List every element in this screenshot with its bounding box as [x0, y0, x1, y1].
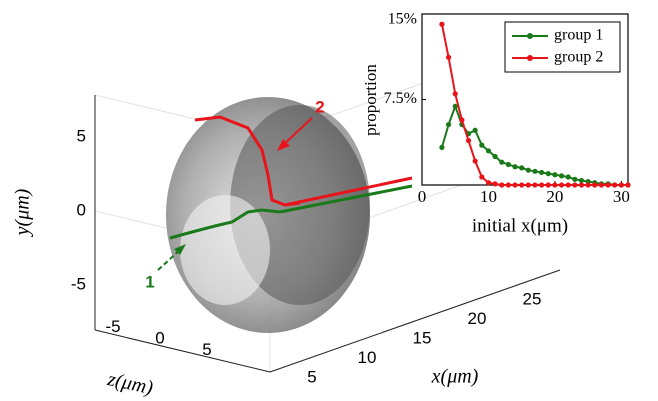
- point: [565, 182, 571, 188]
- legend-marker: [527, 55, 533, 61]
- point: [519, 165, 525, 171]
- point: [499, 159, 505, 165]
- point: [532, 182, 538, 188]
- y-axis-label: proportion: [361, 64, 380, 136]
- point: [578, 177, 585, 184]
- point: [525, 182, 531, 188]
- point: [558, 173, 565, 179]
- point: [625, 182, 631, 188]
- z-tick-label: 5: [202, 340, 211, 359]
- point: [545, 171, 551, 177]
- point: [572, 176, 578, 182]
- point: [492, 153, 498, 160]
- cell-surface: [166, 97, 370, 333]
- x-tick-label: 20: [546, 187, 563, 206]
- point: [532, 168, 538, 174]
- point: [558, 182, 565, 188]
- arrow-2-head: [277, 139, 290, 151]
- trajectory-1: [169, 208, 281, 240]
- x-axis-label: x(μm): [431, 366, 479, 388]
- point: [598, 182, 605, 188]
- x-tick-label: 30: [613, 187, 630, 206]
- point: [545, 182, 551, 188]
- point: [479, 174, 485, 180]
- y-tick-label: 5: [77, 126, 86, 145]
- x-tick-label: 5: [307, 367, 316, 386]
- point: [472, 127, 478, 133]
- point: [618, 182, 624, 188]
- point: [512, 182, 518, 188]
- x-tick-label: 25: [523, 289, 542, 308]
- point: [505, 161, 511, 168]
- x-tick-label: 0: [418, 187, 427, 206]
- y-axis-label: y(μm): [12, 188, 34, 237]
- point: [459, 117, 465, 123]
- legend-box: [504, 21, 621, 73]
- y-tick-label: 0: [77, 200, 86, 219]
- point: [519, 182, 525, 188]
- point: [612, 182, 618, 188]
- point: [605, 182, 611, 188]
- point: [585, 182, 591, 188]
- x-tick-label: 15: [413, 328, 432, 347]
- x-axis-label: initial x(μm): [472, 215, 568, 236]
- legend-label: group 2: [554, 49, 603, 66]
- point: [505, 182, 511, 188]
- legend-label: group 1: [554, 27, 603, 44]
- y-tick-label: 15%: [388, 11, 417, 28]
- point: [592, 182, 598, 188]
- point: [485, 180, 492, 186]
- point: [572, 182, 578, 188]
- legend-marker: [527, 33, 533, 39]
- point: [525, 167, 531, 173]
- trajectory-2: [194, 115, 301, 207]
- z-axis: [94, 329, 271, 373]
- z-axis-label: z(μm): [105, 368, 155, 399]
- x-tick-label: 10: [480, 187, 497, 206]
- y-tick-label: 7.5%: [384, 90, 417, 107]
- x-axis: [269, 269, 561, 373]
- point: [465, 137, 472, 144]
- z-tick-label: 0: [155, 328, 164, 347]
- connector-1: [279, 184, 413, 214]
- point: [565, 174, 571, 180]
- point: [445, 121, 452, 128]
- point: [485, 148, 492, 154]
- point: [552, 172, 558, 178]
- annotation: 1: [145, 272, 154, 291]
- annotation: 2: [315, 97, 324, 116]
- y-tick-label: -5: [71, 274, 86, 293]
- point: [439, 144, 445, 150]
- point: [452, 103, 458, 109]
- z-tick-label: -5: [105, 317, 120, 336]
- point: [512, 164, 518, 170]
- point: [452, 91, 458, 97]
- point: [479, 142, 485, 148]
- point: [539, 169, 545, 176]
- point: [439, 21, 445, 27]
- point: [499, 182, 505, 188]
- x-tick-label: 10: [358, 348, 377, 367]
- point: [445, 54, 452, 60]
- point: [578, 182, 585, 188]
- point: [492, 181, 498, 187]
- arrow-2: [281, 117, 313, 147]
- point: [552, 182, 558, 188]
- x-tick-label: 20: [468, 309, 487, 328]
- point: [472, 158, 478, 164]
- connector-2: [284, 176, 413, 207]
- point: [539, 182, 545, 188]
- arrow-1-head: [174, 244, 186, 255]
